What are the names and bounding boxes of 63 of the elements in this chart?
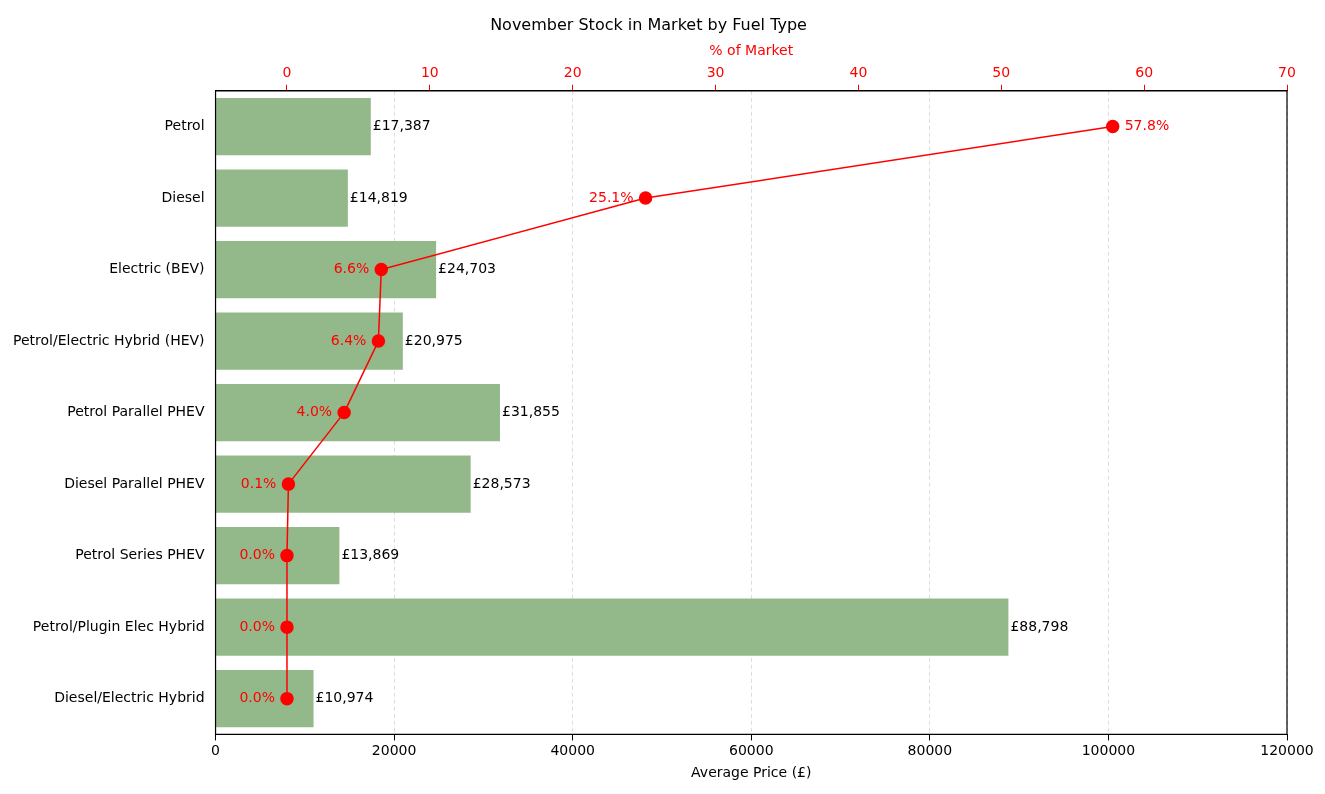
x2-tick-label: 60: [1135, 64, 1154, 81]
point: [280, 691, 294, 706]
x2-tick-label: 30: [706, 64, 725, 81]
data-label: £88,798: [1010, 617, 1069, 634]
data-label: 0.0%: [239, 689, 275, 706]
y-tick-label: Petrol/Electric Hybrid (HEV): [12, 331, 205, 348]
chart-title: November Stock in Market by Fuel Type: [490, 14, 807, 34]
bar: [216, 670, 314, 728]
x-tick-label: 80000: [907, 742, 953, 759]
y-tick-label: Petrol Series PHEV: [75, 546, 205, 563]
x-tick-label: 0: [211, 742, 221, 759]
data-label: 6.6%: [333, 260, 370, 277]
bar: [216, 455, 471, 513]
x-tick-label: 20000: [371, 742, 417, 759]
y-tick-label: Diesel Parallel PHEV: [64, 474, 205, 491]
bar: [216, 527, 340, 585]
point: [371, 334, 386, 348]
point: [1105, 119, 1120, 134]
point: [638, 191, 653, 205]
y-tick-label: Electric (BEV): [109, 260, 205, 277]
data-label: 4.0%: [296, 403, 333, 420]
point: [374, 262, 389, 277]
data-label: £10,974: [315, 689, 374, 706]
data-label: £14,819: [349, 188, 408, 205]
data-label: 0.0%: [239, 546, 275, 563]
x-axis-title: Average Price (£): [691, 764, 812, 781]
data-label: 57.8%: [1124, 117, 1170, 134]
data-label: 6.4%: [330, 331, 367, 348]
data-label: £28,573: [472, 474, 531, 491]
y-tick-label: Petrol/Plugin Elec Hybrid: [32, 617, 205, 634]
data-label: £24,703: [438, 260, 497, 277]
x-tick-label: 60000: [729, 742, 774, 759]
point: [281, 477, 296, 491]
bar: [216, 598, 1009, 656]
data-label: £20,975: [404, 331, 463, 348]
y-tick-label: Petrol: [164, 117, 205, 134]
x-tick-label: 40000: [550, 742, 595, 759]
data-label: 25.1%: [589, 188, 634, 205]
x2-tick-label: 50: [992, 64, 1011, 81]
y-tick-label: Diesel/Electric Hybrid: [54, 689, 205, 706]
point: [337, 405, 351, 420]
x2-tick-label: 0: [282, 64, 292, 81]
bar: [216, 312, 403, 370]
y-tick-label: Petrol Parallel PHEV: [67, 403, 205, 420]
bar: [216, 169, 348, 227]
bar: [216, 384, 500, 442]
x-tick-label: 100000: [1081, 742, 1136, 759]
x-tick-label: 120000: [1260, 742, 1314, 759]
data-label: £13,869: [341, 546, 400, 563]
y-tick-label: Diesel: [161, 188, 205, 205]
bar: [216, 240, 437, 299]
data-label: £17,387: [372, 117, 431, 134]
x2-tick-label: 40: [849, 64, 868, 81]
point: [280, 620, 294, 634]
data-label: 0.1%: [240, 474, 277, 491]
x2-tick-label: 70: [1278, 64, 1296, 81]
x2-tick-label: 20: [563, 64, 582, 81]
point: [280, 548, 294, 563]
data-label: £31,855: [501, 403, 560, 420]
x2-tick-label: 10: [420, 64, 439, 81]
bar: [216, 97, 371, 156]
x2-axis-title: % of Market: [709, 42, 794, 59]
data-label: 0.0%: [239, 617, 275, 634]
